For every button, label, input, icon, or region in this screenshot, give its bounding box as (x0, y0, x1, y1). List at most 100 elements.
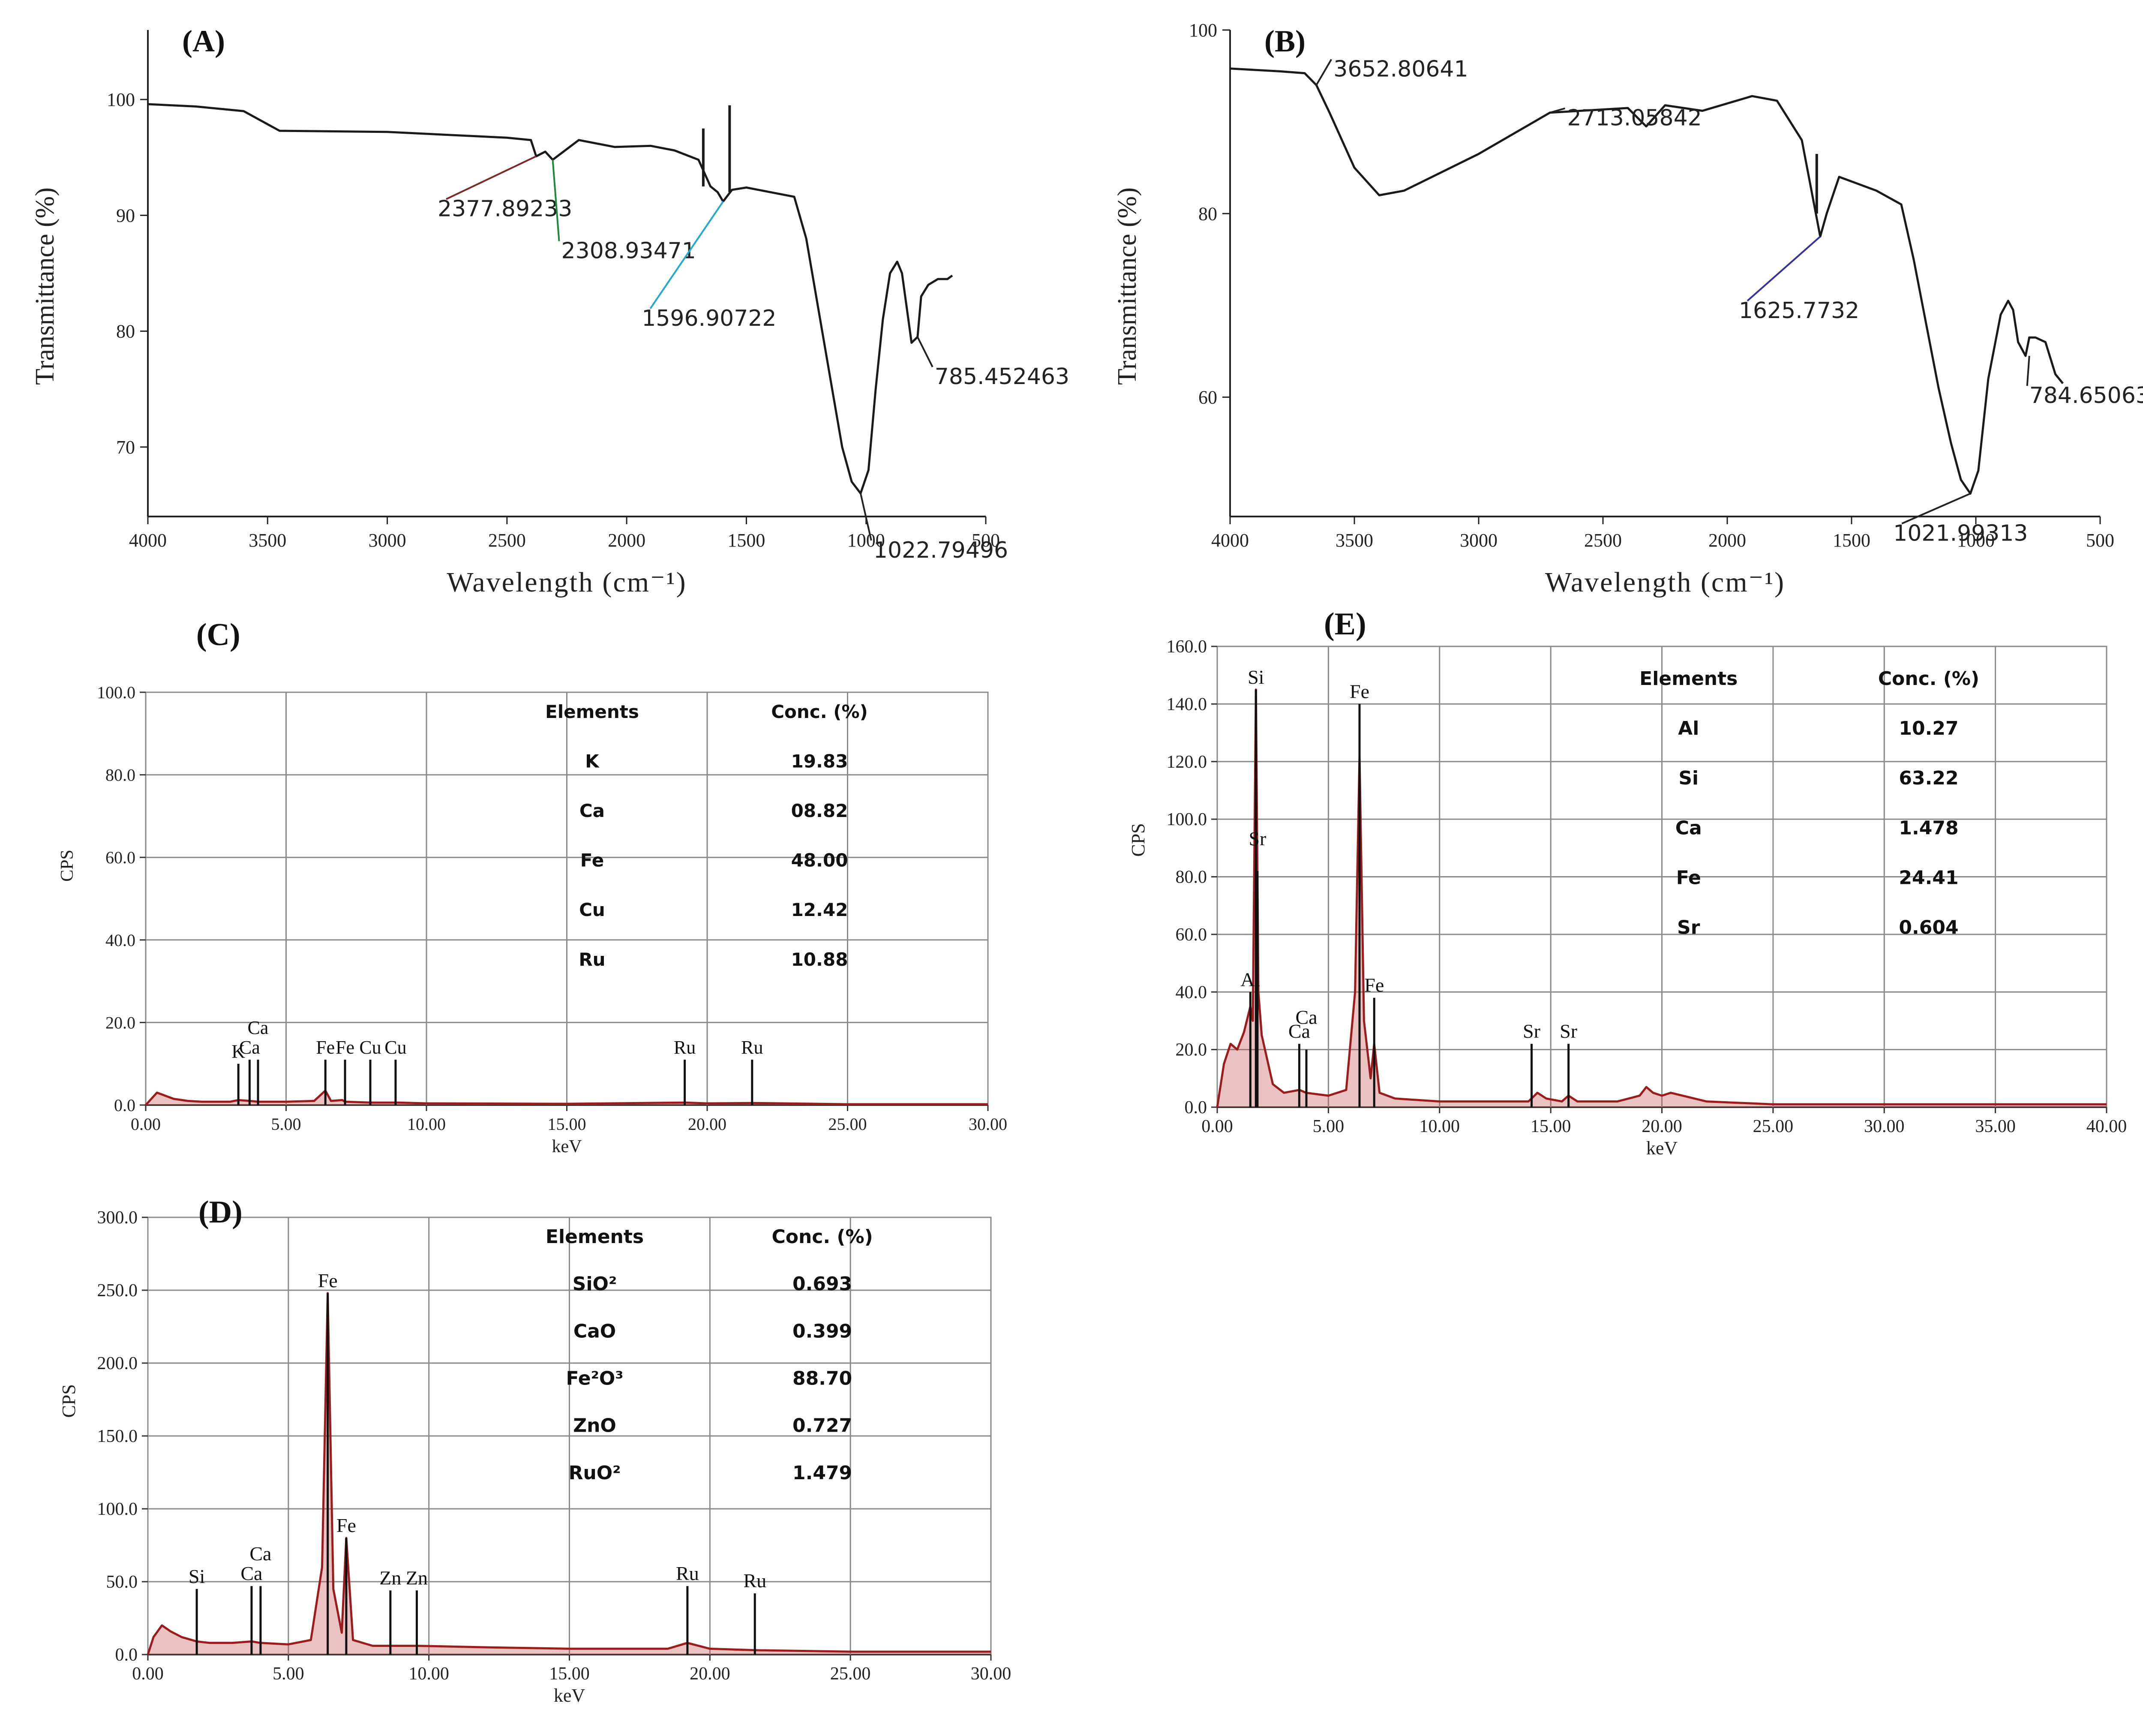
element-peak-label: Ca (1295, 1006, 1317, 1028)
table-concentration-value: 1.479 (792, 1462, 852, 1484)
element-peak-label: Sr (1560, 1020, 1577, 1042)
y-tick-label: 100.0 (97, 683, 135, 702)
table-concentration-value: 0.399 (792, 1320, 852, 1342)
table-concentration-value: 10.27 (1899, 718, 1958, 739)
table-element-name: Cu (579, 899, 605, 920)
panel-label: (A) (182, 24, 225, 58)
y-tick-label: 200.0 (97, 1354, 138, 1373)
table-element-name: Ru (579, 949, 605, 970)
element-peak-label: Ca (240, 1562, 262, 1584)
x-tick-label: 1000 (1957, 530, 1995, 551)
table-concentration-value: 88.70 (792, 1367, 852, 1389)
element-peak-label: Fe (336, 1514, 356, 1536)
panel-label: (D) (198, 1195, 243, 1230)
y-tick-label: 100.0 (97, 1499, 138, 1519)
y-tick-label: 300.0 (97, 1208, 138, 1228)
transmittance-series-line (147, 103, 953, 495)
element-peak-label: Ru (674, 1037, 696, 1058)
y-tick-label: 40.0 (1176, 982, 1207, 1002)
peak-leader-line (2026, 356, 2030, 386)
element-peak-label: Fe (318, 1270, 338, 1291)
x-tick-label: 4000 (1211, 530, 1249, 551)
y-tick-label: 80.0 (105, 766, 135, 785)
panel-b-ftir-chart: 4000 3500 3000 2500 2000 1500 1000 500 60 80 100 36… (1113, 20, 2143, 598)
table-concentration-value: 0.604 (1899, 917, 1958, 939)
element-peak-label: Ru (676, 1562, 699, 1584)
table-header-elements: Elements (1639, 668, 1738, 690)
x-tick-label: 15.00 (1531, 1117, 1571, 1136)
x-tick-label: 1000 (847, 530, 885, 551)
element-peak-label: K (231, 1041, 245, 1062)
peak-annotation: 1022.79496 (873, 538, 1008, 563)
table-header-elements: Elements (546, 1226, 644, 1248)
y-tick-label: 20.0 (1176, 1040, 1207, 1060)
table-concentration-value: 0.693 (792, 1273, 852, 1295)
y-tick-label: 60.0 (105, 848, 135, 867)
x-tick-label: 500 (972, 530, 1000, 551)
table-header-concentration: Conc. (%) (771, 701, 868, 722)
x-tick-label: 35.00 (1975, 1117, 2016, 1136)
table-concentration-value: 63.22 (1899, 767, 1958, 789)
x-tick-label: 500 (2086, 530, 2114, 551)
y-axis-title: Transmittance (%) (1113, 187, 1142, 385)
x-tick-label: 15.00 (549, 1664, 590, 1684)
table-concentration-value: 24.41 (1899, 867, 1958, 889)
table-concentration-value: 10.88 (791, 949, 848, 970)
peak-leader-line (446, 155, 537, 200)
table-concentration-value: 08.82 (791, 800, 848, 821)
table-header-concentration: Conc. (%) (1878, 668, 1979, 690)
x-tick-label: 10.00 (1420, 1117, 1460, 1136)
y-tick-label: 160.0 (1167, 637, 1207, 657)
panel-a-ftir-chart: 4000 3500 3000 2500 2000 1500 1000 500 70 80 90 100… (30, 24, 1069, 598)
x-tick-label: 0.00 (132, 1664, 164, 1684)
x-tick-label: 10.00 (407, 1114, 446, 1134)
panel-label: (B) (1264, 24, 1306, 58)
element-peak-label: Sr (1523, 1020, 1540, 1042)
y-tick-label: 60.0 (1176, 925, 1207, 945)
x-tick-label: 30.00 (1864, 1117, 1905, 1136)
element-peak-label: Sr (1249, 828, 1266, 850)
peak-leader-line (1315, 59, 1332, 86)
element-peak-label: Si (189, 1565, 205, 1587)
table-element-name: Sr (1677, 917, 1700, 939)
y-tick-label: 70 (116, 437, 135, 458)
peak-annotation: 2308.93471 (561, 238, 696, 264)
x-tick-label: 5.00 (273, 1664, 304, 1684)
x-tick-label: 30.00 (969, 1114, 1007, 1134)
peak-annotation: 1596.90722 (642, 306, 776, 331)
x-tick-label: 25.00 (1753, 1117, 1794, 1136)
table-element-name: CaO (573, 1320, 616, 1342)
element-peak-label: Fe (336, 1037, 354, 1058)
y-axis-title: CPS (57, 850, 77, 882)
x-tick-label: 5.00 (271, 1114, 301, 1134)
y-tick-label: 120.0 (1167, 752, 1207, 772)
x-tick-label: 1500 (1833, 530, 1870, 551)
table-concentration-value: 48.00 (791, 850, 848, 871)
x-axis-title: Wavelength (cm⁻¹) (447, 567, 687, 598)
y-tick-label: 0.0 (115, 1645, 138, 1665)
y-tick-label: 80 (116, 321, 135, 342)
table-element-name: RuO² (569, 1462, 621, 1484)
panel-label: (E) (1324, 607, 1366, 642)
peak-leader-line (917, 336, 933, 368)
y-axis-title: CPS (58, 1384, 79, 1418)
peak-leader-line (1901, 493, 1971, 525)
panel-c-eds-chart: 0.00 5.00 10.00 15.00 20.00 25.00 30.00 0.0 20.0… (57, 617, 1007, 1156)
x-tick-label: 0.00 (131, 1114, 161, 1134)
table-element-name: Ca (1675, 817, 1702, 839)
x-tick-label: 2500 (488, 530, 526, 551)
x-tick-label: 10.00 (408, 1664, 449, 1684)
element-peak-label: Fe (316, 1037, 335, 1058)
table-concentration-value: 19.83 (791, 751, 848, 772)
cps-series-line (147, 1292, 991, 1655)
peak-annotation: 2713.05842 (1567, 105, 1702, 131)
x-tick-label: 2500 (1584, 530, 1622, 551)
peak-leader-line (859, 493, 872, 541)
peak-leader-line (552, 159, 560, 241)
spectrum-area (146, 1090, 988, 1105)
element-peak-label: Fe (1364, 974, 1384, 996)
table-concentration-value: 12.42 (791, 899, 848, 920)
x-axis-title: Wavelength (cm⁻¹) (1545, 567, 1785, 598)
